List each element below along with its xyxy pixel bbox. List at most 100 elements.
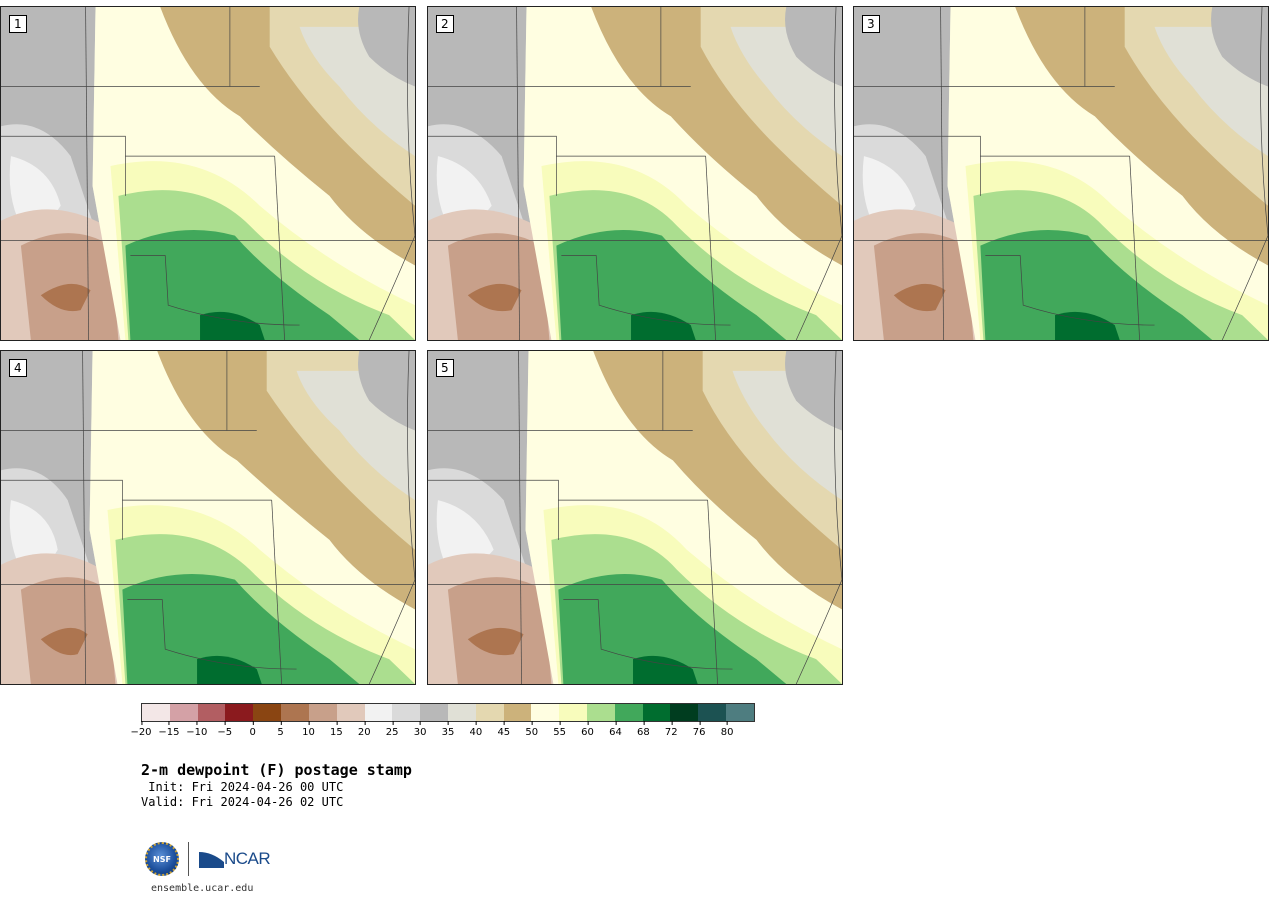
colorbar-swatch <box>225 704 254 721</box>
boundary-line <box>82 351 86 684</box>
colorbar-tick-label: 50 <box>525 721 539 738</box>
field-5-10 <box>40 283 91 312</box>
boundary-line <box>1 135 126 196</box>
boundary-line <box>428 479 559 540</box>
colorbar-swatch <box>642 704 671 721</box>
panel-label: 1 <box>9 15 27 33</box>
boundary-line <box>428 135 557 196</box>
colorbar-tick-label: 55 <box>553 721 566 738</box>
colorbar-tick-label: −20 <box>130 721 152 738</box>
boundary-line <box>274 156 285 340</box>
boundary-line <box>516 7 520 340</box>
field-68-72 <box>197 655 262 684</box>
field-68-72 <box>631 311 696 340</box>
field-64-68 <box>556 230 787 340</box>
colorbar-swatch <box>614 704 643 721</box>
field-68-72 <box>200 311 265 340</box>
field-64-68 <box>122 574 360 684</box>
colorbar-tick-label: 80 <box>720 721 734 738</box>
field-30-35 <box>358 7 415 87</box>
panel-label: 2 <box>436 15 454 33</box>
boundary-line <box>940 7 944 340</box>
init-time: Init: Fri 2024-04-26 00 UTC <box>141 780 344 794</box>
colorbar-swatch <box>420 704 448 721</box>
panel-label: 3 <box>862 15 880 33</box>
colorbar-swatch <box>169 704 198 721</box>
colorbar-swatch <box>364 704 393 721</box>
colorbar-swatch <box>559 704 587 721</box>
panel-label: 5 <box>436 359 454 377</box>
field-30-35 <box>785 7 842 87</box>
boundary-line <box>561 255 731 326</box>
boundary-line <box>271 500 282 684</box>
boundary-line <box>127 599 297 670</box>
logo-divider <box>188 842 189 876</box>
boundary-line <box>705 156 716 340</box>
colorbar-swatch <box>503 704 532 721</box>
nsf-logo: NSF <box>145 842 179 876</box>
boundary-line <box>563 599 733 670</box>
colorbar-tick-label: 76 <box>692 721 706 738</box>
colorbar-tick-label: 68 <box>636 721 650 738</box>
colorbar-swatch <box>447 704 476 721</box>
field-68-72 <box>1055 311 1120 340</box>
boundary-line <box>795 351 842 684</box>
member-panel-4: 4 <box>0 350 416 685</box>
field-5-10 <box>40 627 88 656</box>
colorbar-swatch <box>587 704 615 721</box>
dewpoint-map <box>428 351 842 684</box>
colorbar-swatch <box>531 704 560 721</box>
member-panel-5: 5 <box>427 350 843 685</box>
dewpoint-map <box>1 7 415 340</box>
field-64-68 <box>125 230 360 340</box>
ncar-wedge-icon <box>199 852 224 868</box>
field-30-35 <box>785 351 842 431</box>
colorbar-swatch <box>253 704 282 721</box>
field-30-35 <box>1211 7 1268 87</box>
ncar-logo: NCAR <box>198 848 271 870</box>
boundary-line <box>368 7 415 340</box>
boundary-line <box>1 479 123 540</box>
boundary-line <box>795 7 842 340</box>
colorbar-tick-label: 40 <box>469 721 483 738</box>
colorbar-tick-label: 25 <box>385 721 399 738</box>
colorbar-swatch <box>281 704 309 721</box>
colorbar-tick-label: 10 <box>302 721 315 738</box>
website-url: ensemble.ucar.edu <box>151 883 254 894</box>
colorbar-ticks: −20 −15 −10 −5 0 5 10 15 20 25 30 35 40 45 50 55 60 64 68 7… <box>130 721 755 741</box>
colorbar-swatch <box>726 704 754 721</box>
member-panel-1: 1 <box>0 6 416 341</box>
boundary-line <box>1129 156 1140 340</box>
colorbar-swatch <box>698 704 727 721</box>
colorbar <box>141 703 755 722</box>
colorbar-swatch <box>197 704 226 721</box>
boundary-line <box>707 500 718 684</box>
logos: NSF NCAR <box>145 842 271 876</box>
panel-label: 4 <box>9 359 27 377</box>
boundary-line <box>985 255 1155 326</box>
colorbar-swatch <box>670 704 699 721</box>
field-5-10 <box>893 283 946 312</box>
colorbar-tick-label: −15 <box>158 721 180 738</box>
colorbar-tick-label: −5 <box>217 721 233 738</box>
colorbar-swatch <box>142 704 170 721</box>
field-5-10 <box>467 627 524 656</box>
colorbar-tick-label: 30 <box>413 721 427 738</box>
field-5-10 <box>467 283 522 312</box>
colorbar-tick-label: 60 <box>581 721 594 738</box>
colorbar-tick-label: 20 <box>357 721 371 738</box>
colorbar-tick-label: 64 <box>609 721 622 738</box>
colorbar-swatch <box>392 704 421 721</box>
colorbar-swatch <box>336 704 365 721</box>
colorbar-tick-label: 5 <box>277 721 284 738</box>
dewpoint-map <box>428 7 842 340</box>
field-64-68 <box>558 574 787 684</box>
field-30-35 <box>358 351 415 431</box>
boundary-line <box>854 135 981 196</box>
colorbar-tick-label: 35 <box>441 721 455 738</box>
colorbar-tick-label: 72 <box>664 721 678 738</box>
colorbar-tick-label: 15 <box>329 721 343 738</box>
colorbar-tick-label: −10 <box>186 721 208 738</box>
plot-title: 2-m dewpoint (F) postage stamp <box>141 761 412 779</box>
colorbar-swatch <box>308 704 337 721</box>
